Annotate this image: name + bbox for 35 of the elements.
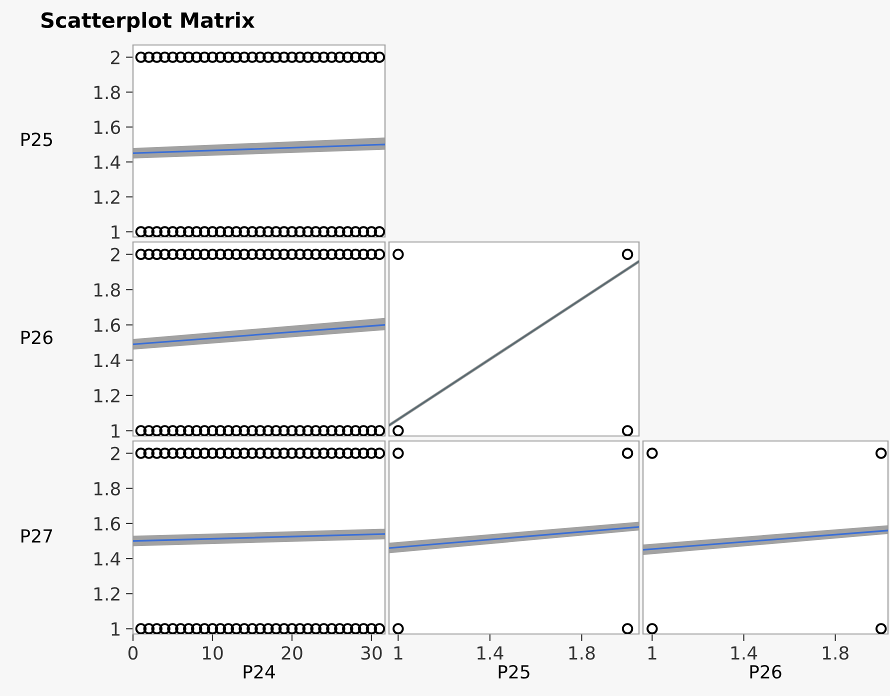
y-tick-label: 1.4 [94,552,120,566]
x-tick-label: 1 [394,646,402,660]
chart-title: Scatterplot Matrix [41,12,255,32]
y-tick-label: 1.2 [94,190,120,204]
y-tick-label: 1.4 [94,156,120,169]
x-tick-label: 1.8 [822,646,848,660]
x-axis-title: P25 [498,664,530,679]
x-axis-title: P26 [750,664,782,679]
y-tick-label: 1.6 [94,516,120,531]
y-tick-label: 2 [111,50,120,64]
x-tick-label: 30 [361,646,382,660]
y-tick-label: 1.6 [94,120,120,134]
x-tick-label: 1.8 [569,646,595,660]
y-axis-title: P27 [22,529,52,542]
x-tick-label: 1.4 [731,646,758,660]
x-tick-label: 0 [128,646,138,660]
x-tick-label: 1 [648,646,656,660]
y-axis-title: P26 [22,330,52,344]
x-axis-title: P24 [244,664,275,678]
x-tick-label: 20 [282,646,302,660]
y-tick-label: 1.4 [94,354,120,368]
y-tick-label: 1 [112,225,120,239]
y-tick-label: 1 [112,424,120,438]
y-tick-label: 2 [111,248,120,262]
y-tick-label: 1.2 [94,587,120,601]
y-tick-label: 1.6 [94,318,120,332]
x-tick-label: 1.4 [478,646,504,660]
y-tick-label: 1.8 [94,482,120,496]
y-tick-label: 1.8 [94,283,120,297]
x-tick-label: 10 [202,646,223,660]
y-tick-label: 2 [111,446,120,460]
y-tick-label: 1 [112,622,120,636]
y-tick-label: 1.2 [94,388,120,402]
y-axis-title: P25 [22,132,52,146]
y-tick-label: 1.8 [94,86,120,100]
